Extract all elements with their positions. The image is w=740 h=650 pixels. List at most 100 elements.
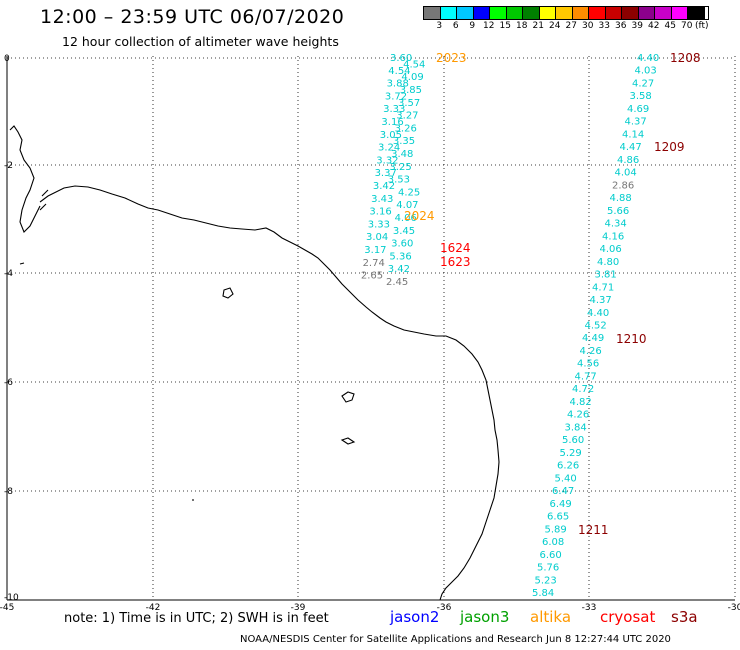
wave-height-label: 4.34 — [605, 219, 627, 230]
wave-height-label: 4.03 — [635, 66, 657, 77]
wave-height-label: 4.40 — [587, 308, 609, 319]
wave-height-label: 2.65 — [361, 271, 383, 282]
wave-height-label: 3.32 — [376, 155, 398, 166]
x-tick-label: -39 — [291, 603, 306, 613]
coastline — [9, 125, 500, 601]
wave-height-label: 4.27 — [632, 78, 654, 89]
pass-time-label: 1624 — [440, 241, 471, 255]
wave-height-label: 4.54 — [403, 59, 425, 70]
wave-height-label: 3.33 — [383, 104, 405, 115]
pass-time-label: 1623 — [440, 255, 471, 269]
x-tick-label: -30 — [728, 603, 740, 613]
wave-height-label: 4.47 — [620, 142, 642, 153]
legend-swatches — [423, 6, 709, 20]
wave-height-label: 4.80 — [597, 257, 619, 268]
wave-height-label: 5.60 — [562, 435, 584, 446]
y-tick-label: -4 — [4, 269, 13, 279]
legend-label: 70 — [681, 21, 693, 31]
wave-height-label: 3.42 — [388, 264, 410, 275]
legend-swatch — [506, 7, 523, 19]
wave-height-label: 4.37 — [590, 295, 612, 306]
wave-height-label: 4.69 — [627, 104, 649, 115]
y-tick-label: -8 — [4, 487, 13, 497]
satellite-name: jason2 — [390, 608, 440, 626]
wave-height-label: 3.42 — [373, 181, 395, 192]
wave-height-label: 4.52 — [585, 321, 607, 332]
legend-swatch — [688, 7, 705, 19]
wave-height-label: 4.26 — [580, 346, 602, 357]
graticule — [7, 56, 736, 600]
island-3 — [340, 437, 356, 445]
pass-time-label: 1211 — [578, 523, 609, 537]
wave-height-label: 3.16 — [369, 207, 391, 218]
legend-swatch — [589, 7, 606, 19]
wave-height-label: 3.53 — [388, 175, 410, 186]
legend-swatch — [523, 7, 540, 19]
wave-height-label: 4.54 — [388, 66, 410, 77]
wave-height-label: 3.37 — [375, 168, 397, 179]
wave-height-label: 4.77 — [575, 371, 597, 382]
wave-height-label: 3.58 — [630, 91, 652, 102]
legend-swatch — [605, 7, 622, 19]
legend-label: 18 — [516, 21, 528, 31]
legend-label: 36 — [615, 21, 627, 31]
wave-height-label: 4.82 — [570, 397, 592, 408]
wave-height-label: 4.07 — [396, 200, 418, 211]
x-tick-label: -45 — [0, 603, 14, 613]
wave-height-label: 6.49 — [550, 499, 572, 510]
wave-height-label: 4.09 — [401, 72, 423, 83]
legend-label: 42 — [648, 21, 660, 31]
legend-swatch — [539, 7, 556, 19]
wave-height-label: 3.27 — [396, 111, 418, 122]
wave-height-label: 5.36 — [389, 251, 411, 262]
wave-height-label: 4.56 — [577, 359, 599, 370]
legend-swatch — [638, 7, 655, 19]
pass-time-label: 2024 — [404, 209, 435, 223]
wave-height-label: 5.23 — [535, 575, 557, 586]
wave-height-label: 5.40 — [555, 473, 577, 484]
legend-label: 30 — [582, 21, 594, 31]
legend-label: 15 — [499, 21, 511, 31]
legend-label: 9 — [469, 21, 476, 31]
brazil-coastline — [39, 185, 500, 601]
satellite-name: jason3 — [460, 608, 510, 626]
wave-height-label: 4.49 — [582, 333, 604, 344]
wave-height-label: 3.25 — [389, 162, 411, 173]
wave-height-label: 3.26 — [395, 123, 417, 134]
pass-time-label: 1210 — [616, 332, 647, 346]
x-tick-label: -42 — [146, 603, 161, 613]
wave-height-label: 5.29 — [560, 448, 582, 459]
legend-label: 3 — [436, 21, 443, 31]
wave-height-label: 3.48 — [391, 149, 413, 160]
wave-height-label: 3.57 — [398, 98, 420, 109]
wave-height-label: 3.35 — [393, 136, 415, 147]
legend-swatch — [671, 7, 688, 19]
wave-height-label: 4.06 — [395, 213, 417, 224]
legend-swatch — [440, 7, 457, 19]
wave-height-label: 6.60 — [540, 550, 562, 561]
wave-height-label: 3.05 — [380, 130, 402, 141]
wave-height-label: 3.60 — [390, 53, 412, 64]
y-tick-label: -2 — [4, 161, 13, 171]
y-tick-label: 0 — [4, 54, 10, 64]
wave-height-label: 6.47 — [552, 486, 574, 497]
legend-labels: 3 6 9 12 15 18 21 24 27 30 33 36 39 42 45 70 (ft) — [423, 21, 708, 31]
coastal-islands — [9, 125, 49, 233]
wave-height-label: 3.84 — [565, 422, 587, 433]
wave-height-label: 4.16 — [602, 231, 624, 242]
wave-height-label: 4.40 — [637, 53, 659, 64]
legend-swatch — [655, 7, 672, 19]
x-axis-ticks: -45 -42 -39 -36 -33 -30 — [0, 603, 740, 613]
wave-height-label: 3.17 — [364, 245, 386, 256]
wave-height-label: 5.84 — [532, 588, 554, 599]
color-legend: 3 6 9 12 15 18 21 24 27 30 33 36 39 42 45 70 (ft) — [423, 6, 709, 31]
legend-label: 21 — [532, 21, 544, 31]
map-frame — [6, 56, 735, 601]
credit-line: NOAA/NESDIS Center for Satellite Applica… — [240, 634, 671, 645]
pass-time-label: 2023 — [436, 51, 467, 65]
x-tick-label: -36 — [437, 603, 452, 613]
wave-height-label: 5.89 — [545, 524, 567, 535]
wave-height-label: 4.71 — [592, 282, 614, 293]
legend-swatch — [473, 7, 490, 19]
wave-height-label: 4.14 — [622, 129, 644, 140]
